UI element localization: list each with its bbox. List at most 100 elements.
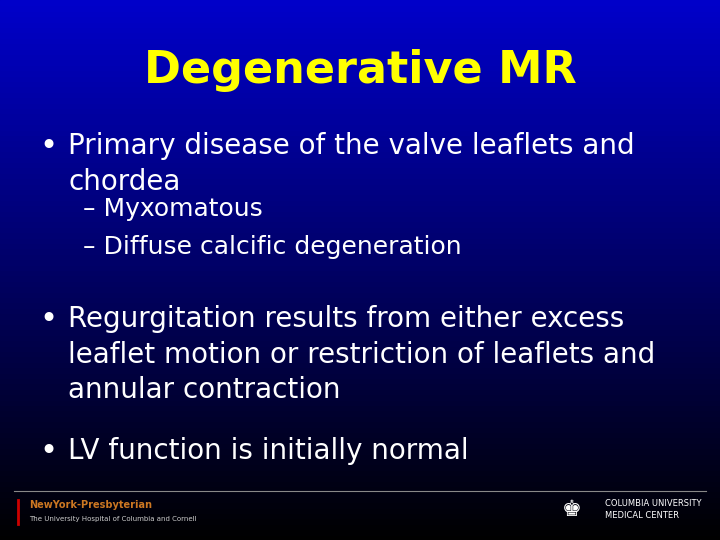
Bar (0, 437, 720, 443)
Bar (0, 373, 720, 378)
Bar (0, 421, 720, 427)
Text: COLUMBIA UNIVERSITY
MEDICAL CENTER: COLUMBIA UNIVERSITY MEDICAL CENTER (605, 500, 701, 521)
Bar (0, 275, 720, 281)
Bar (0, 254, 720, 259)
Bar (0, 400, 720, 405)
Bar (0, 5, 720, 11)
Bar (0, 243, 720, 248)
Bar (0, 103, 720, 108)
Bar (0, 524, 720, 529)
Bar (0, 486, 720, 491)
Bar (0, 470, 720, 475)
Bar (0, 227, 720, 232)
Text: The University Hospital of Columbia and Cornell: The University Hospital of Columbia and … (29, 516, 197, 522)
Bar (0, 205, 720, 211)
Bar (0, 356, 720, 362)
Bar (0, 265, 720, 270)
Bar (0, 22, 720, 27)
Bar (0, 481, 720, 486)
Bar (0, 211, 720, 216)
Bar (0, 475, 720, 481)
Bar (0, 0, 720, 5)
Bar (0, 535, 720, 540)
Bar (0, 443, 720, 448)
Bar (0, 200, 720, 205)
Bar (0, 124, 720, 130)
Bar (0, 162, 720, 167)
Bar (0, 302, 720, 308)
Bar (0, 410, 720, 416)
Bar (0, 119, 720, 124)
Bar (0, 378, 720, 383)
Bar (0, 178, 720, 184)
Bar (0, 108, 720, 113)
Bar (0, 97, 720, 103)
Bar (0, 513, 720, 518)
Bar (0, 427, 720, 432)
Bar (0, 389, 720, 394)
Bar (0, 38, 720, 43)
Bar (0, 405, 720, 410)
Bar (0, 32, 720, 38)
Bar (0, 54, 720, 59)
Bar (0, 329, 720, 335)
Bar (0, 157, 720, 162)
Text: •: • (40, 132, 58, 161)
Bar (0, 238, 720, 243)
Bar (0, 454, 720, 459)
Bar (0, 362, 720, 367)
Text: LV function is initially normal: LV function is initially normal (68, 437, 469, 465)
Bar (0, 270, 720, 275)
Bar (0, 140, 720, 146)
Bar (0, 508, 720, 513)
Bar (0, 383, 720, 389)
Bar (0, 464, 720, 470)
Bar (0, 59, 720, 65)
Bar (0, 367, 720, 373)
Bar (0, 221, 720, 227)
Bar (0, 281, 720, 286)
Bar (0, 259, 720, 265)
Bar (0, 49, 720, 54)
Bar (0, 324, 720, 329)
Text: •: • (40, 437, 58, 467)
Bar (0, 432, 720, 437)
Bar (0, 459, 720, 464)
Bar (0, 189, 720, 194)
Bar (0, 173, 720, 178)
Bar (0, 248, 720, 254)
Bar (0, 319, 720, 324)
Text: •: • (40, 305, 58, 334)
Bar (0, 151, 720, 157)
Bar (0, 92, 720, 97)
Text: NewYork-Presbyterian: NewYork-Presbyterian (29, 500, 152, 510)
Text: – Diffuse calcific degeneration: – Diffuse calcific degeneration (83, 235, 462, 259)
Bar (0, 308, 720, 313)
Bar (0, 194, 720, 200)
Bar (0, 502, 720, 508)
Bar (0, 16, 720, 22)
Bar (0, 297, 720, 302)
Bar (0, 76, 720, 81)
Bar (0, 81, 720, 86)
Bar (0, 394, 720, 400)
Bar (0, 130, 720, 135)
Bar (0, 340, 720, 346)
Bar (0, 65, 720, 70)
Bar (0, 529, 720, 535)
Bar (0, 216, 720, 221)
Bar (0, 448, 720, 454)
Bar (0, 113, 720, 119)
Bar (0, 518, 720, 524)
Bar (0, 11, 720, 16)
Bar (0, 286, 720, 292)
Text: ♚: ♚ (562, 500, 582, 519)
Text: Regurgitation results from either excess
leaflet motion or restriction of leafle: Regurgitation results from either excess… (68, 305, 656, 404)
Bar (0, 167, 720, 173)
Bar (0, 184, 720, 189)
Text: – Myxomatous: – Myxomatous (83, 197, 263, 221)
Bar (0, 232, 720, 238)
Bar (0, 491, 720, 497)
Bar (0, 313, 720, 319)
Bar (0, 43, 720, 49)
